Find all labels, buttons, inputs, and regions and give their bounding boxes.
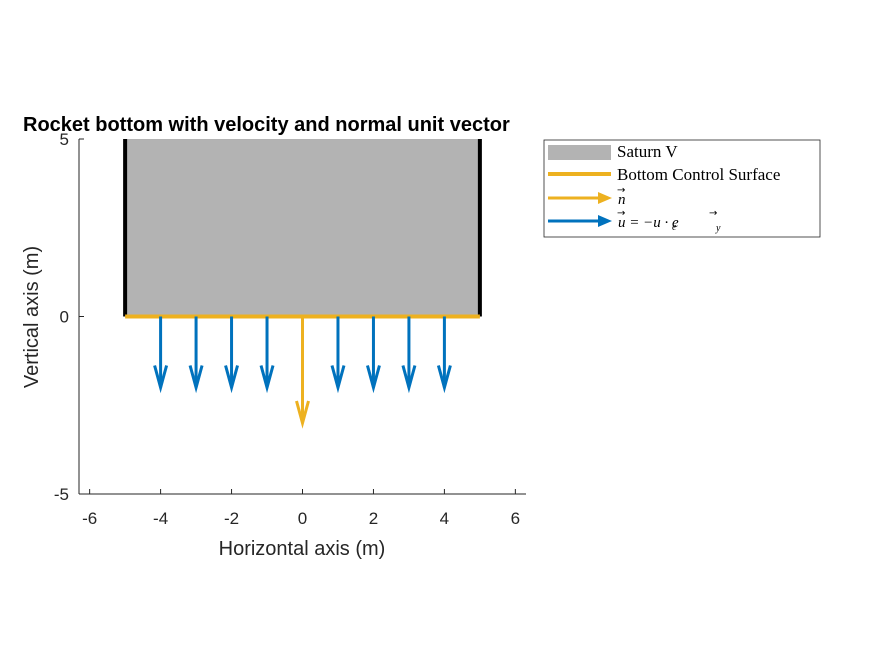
x-axis-label: Horizontal axis (m) bbox=[219, 538, 386, 560]
velocity-arrow-1-head bbox=[188, 365, 204, 394]
x-tick-label: -6 bbox=[82, 509, 97, 528]
normal-arrow-head bbox=[295, 400, 310, 429]
svg-text:y: y bbox=[715, 223, 721, 234]
rocket-body bbox=[125, 139, 480, 317]
legend-label-velocity: u = −u · e → e → y bbox=[617, 208, 721, 234]
chart-title: Rocket bottom with velocity and normal u… bbox=[23, 114, 510, 136]
velocity-arrow-4 bbox=[330, 316, 346, 394]
velocity-arrow-2-head bbox=[224, 365, 239, 394]
legend-swatch-velocity-head bbox=[598, 215, 612, 227]
tick-labels: -6 -4 -2 0 2 4 6 -5 0 5 bbox=[54, 130, 520, 528]
velocity-arrow-4-head bbox=[330, 365, 346, 394]
velocity-arrow-1 bbox=[188, 316, 204, 394]
velocity-arrow-3 bbox=[259, 316, 275, 394]
axes bbox=[78, 138, 526, 495]
x-tick-label: 2 bbox=[369, 509, 378, 528]
legend: Saturn V Bottom Control Surface n → u = … bbox=[543, 139, 821, 238]
legend-swatch-saturn bbox=[548, 145, 611, 160]
x-tick-label: -4 bbox=[153, 509, 168, 528]
legend-label-surface: Bottom Control Surface bbox=[617, 165, 780, 184]
velocity-arrow-6-head bbox=[401, 365, 417, 394]
plot-area bbox=[123, 139, 482, 429]
svg-text:n: n bbox=[618, 192, 626, 208]
normal-arrow bbox=[295, 316, 310, 429]
y-tick-label: 0 bbox=[60, 308, 69, 327]
velocity-arrow-7-head bbox=[436, 365, 452, 394]
x-tick-label: 4 bbox=[440, 509, 449, 528]
y-axis-label: Vertical axis (m) bbox=[21, 246, 43, 388]
svg-text:→: → bbox=[617, 208, 625, 219]
x-tick-label: -2 bbox=[224, 509, 239, 528]
svg-text:→: → bbox=[709, 208, 717, 219]
y-tick-label: 5 bbox=[60, 130, 69, 149]
velocity-arrow-7 bbox=[436, 316, 452, 394]
x-tick-label: 6 bbox=[511, 509, 520, 528]
velocity-arrow-5 bbox=[366, 316, 381, 394]
velocity-arrow-2 bbox=[224, 316, 239, 394]
velocity-arrow-3-head bbox=[259, 365, 275, 394]
x-tick-label: 0 bbox=[298, 509, 307, 528]
svg-text:u = −u · e: u = −u · e bbox=[618, 215, 679, 231]
svg-text:e: e bbox=[672, 222, 677, 233]
legend-label-normal: n → bbox=[617, 185, 626, 208]
velocity-arrow-5-head bbox=[366, 365, 381, 394]
legend-swatch-normal-head bbox=[598, 192, 612, 204]
svg-text:→: → bbox=[617, 185, 625, 196]
velocity-arrow-6 bbox=[401, 316, 417, 394]
velocity-arrow-0 bbox=[153, 316, 169, 394]
velocity-arrow-0-head bbox=[153, 365, 169, 394]
y-tick-label: -5 bbox=[54, 485, 69, 504]
legend-label-saturn: Saturn V bbox=[617, 142, 678, 161]
